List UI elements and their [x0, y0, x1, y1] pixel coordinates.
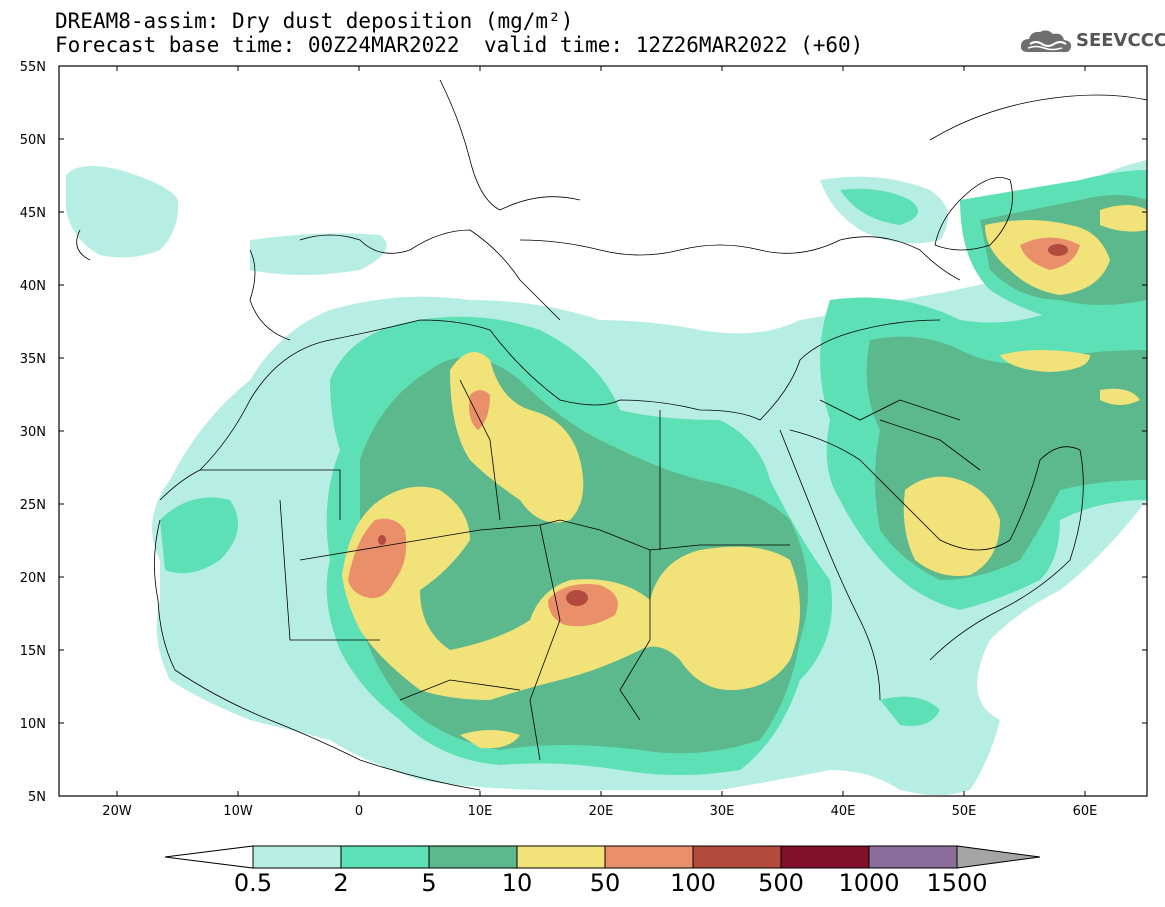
colorbar-segment [252, 845, 342, 869]
colorbar [164, 845, 1041, 869]
lat-label: 50N [20, 133, 46, 148]
lat-label: 45N [20, 206, 46, 221]
colorbar-label: 10 [501, 869, 533, 897]
colorbar-label: 50 [589, 869, 621, 897]
lon-label: 50E [952, 804, 977, 819]
colorbar-label: 500 [758, 869, 804, 897]
cloud-logo-icon [1020, 30, 1072, 53]
colorbar-label: 2 [333, 869, 349, 897]
colorbar-label: 1500 [926, 869, 988, 897]
lon-label: 10W [223, 804, 253, 819]
field-level-100 [378, 244, 1068, 606]
colorbar-segment [516, 845, 606, 869]
lon-label: 20W [102, 804, 132, 819]
lat-label: 40N [20, 279, 46, 294]
logo-text: SEEVCCC [1076, 30, 1165, 51]
deposition-fields [66, 160, 1147, 795]
lat-label: 5N [28, 790, 46, 805]
seevccc-logo: SEEVCCC [1018, 26, 1165, 58]
lon-label: 20E [589, 804, 614, 819]
lon-label: 30E [710, 804, 735, 819]
lon-label: 40E [831, 804, 856, 819]
lon-label: 10E [468, 804, 493, 819]
lat-label: 20N [20, 571, 46, 586]
colorbar-label: 0.5 [233, 869, 273, 897]
lat-label: 30N [20, 425, 46, 440]
colorbar-segment [780, 845, 870, 869]
lon-ticks [116, 66, 1086, 796]
lat-label: 35N [20, 352, 46, 367]
field-level-50 [348, 237, 1080, 627]
lon-axis-labels: 20W 10W 0 10E 20E 30E 40E 50E 60E [102, 804, 1097, 819]
lat-axis-labels: 55N 50N 45N 40N 35N 30N 25N 20N 15N 10N … [20, 60, 46, 805]
colorbar-label: 100 [670, 869, 716, 897]
colorbar-segment [428, 845, 518, 869]
colorbar-segment [604, 845, 694, 869]
lat-ticks [59, 65, 1147, 797]
lat-label: 10N [20, 717, 46, 732]
lat-label: 25N [20, 498, 46, 513]
colorbar-arrow-right [956, 845, 1041, 869]
lon-label: 60E [1073, 804, 1098, 819]
colorbar-arrow-left [164, 845, 254, 869]
colorbar-label: 5 [421, 869, 437, 897]
colorbar-segment [692, 845, 782, 869]
forecast-base-time: Forecast base time: 00Z24MAR2022 [55, 33, 460, 57]
colorbar-segment [868, 845, 958, 869]
lon-label: 0 [355, 804, 363, 819]
valid-time: valid time: 12Z26MAR2022 (+60) [484, 33, 864, 57]
colorbar-segment [340, 845, 430, 869]
lat-label: 55N [20, 60, 46, 75]
lat-label: 15N [20, 644, 46, 659]
map-title: DREAM8-assim: Dry dust deposition (mg/m²… [55, 9, 574, 33]
coastlines [76, 79, 1147, 791]
colorbar-label: 1000 [838, 869, 900, 897]
